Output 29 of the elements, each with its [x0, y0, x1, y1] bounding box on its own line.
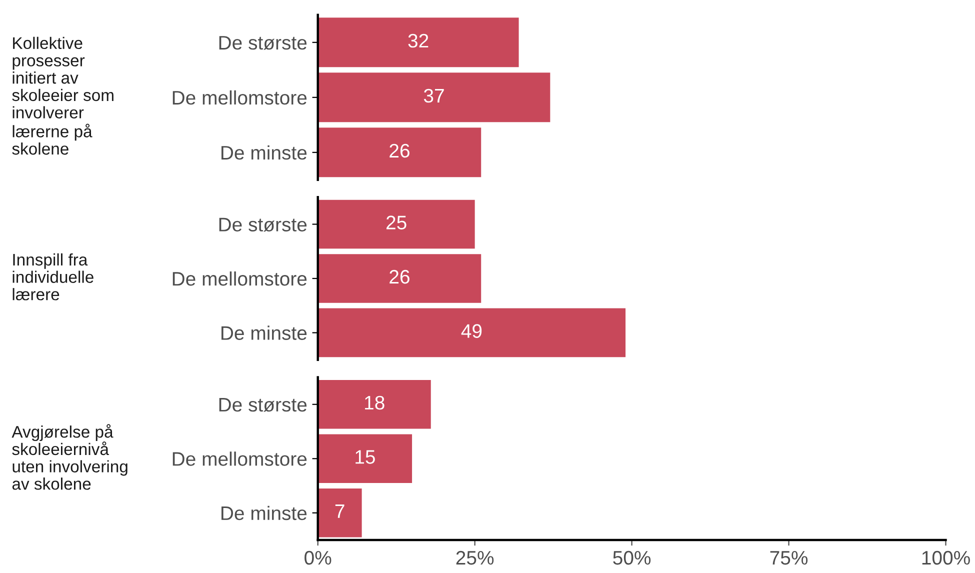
data-label: 32: [408, 34, 428, 48]
data-label: 15: [356, 450, 375, 464]
y-tick-label: De minste: [222, 506, 307, 520]
text: Avgjørelse på skoleeiernivå uten involvering av skolene: [12, 424, 128, 490]
y-tick-label: De minste: [222, 326, 307, 340]
y-tick-label: De mellomstore: [172, 452, 307, 466]
y-tick-label: De mellomstore: [172, 271, 307, 286]
x-tick-label: 0%: [304, 550, 332, 565]
y-tick-label: De største: [219, 218, 307, 232]
y-tick-label: De mellomstore: [172, 90, 307, 105]
x-tick-label: 25%: [456, 550, 494, 565]
bar: [318, 434, 412, 484]
bar: [318, 488, 362, 538]
x-tick-label: 100%: [922, 550, 970, 565]
data-label: 25: [386, 216, 406, 230]
y-tick-label: De minste: [222, 145, 307, 160]
bar: [318, 380, 431, 429]
x-tick-label: 75%: [770, 551, 808, 565]
x-tick-label: 50%: [613, 550, 651, 565]
text: Kollektive prosesser initiert av skoleeier som involverer lærerne på skolene: [12, 36, 114, 155]
y-tick-label: De største: [219, 398, 307, 412]
data-label: 26: [390, 144, 410, 158]
data-label: 18: [365, 396, 384, 410]
text: Innspill fra individuelle lærere: [12, 253, 94, 300]
data-label: 49: [461, 324, 482, 338]
data-label: 26: [390, 270, 410, 284]
data-label: 37: [424, 88, 444, 103]
data-label: 7: [335, 504, 344, 518]
y-tick-label: De største: [219, 36, 307, 50]
